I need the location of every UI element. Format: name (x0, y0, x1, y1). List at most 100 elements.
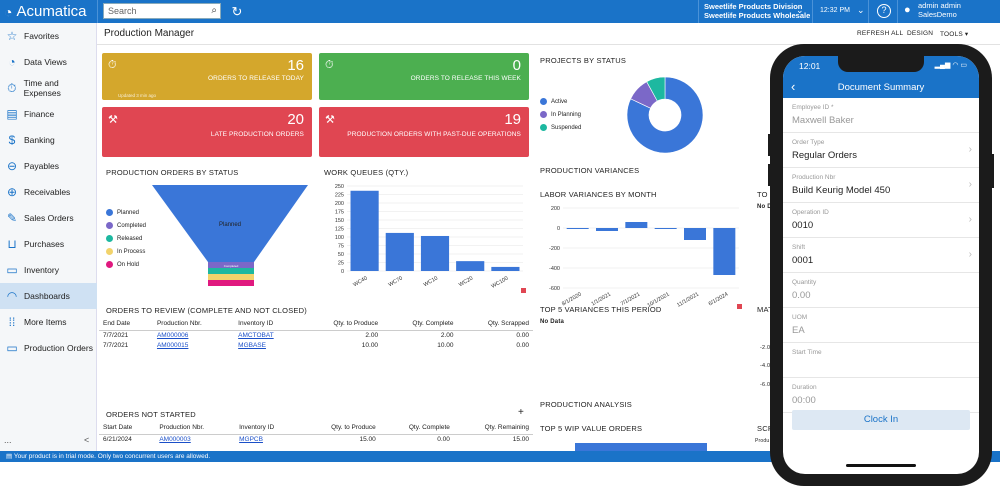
sidebar-item-receivables[interactable]: ⊕ Receivables (0, 179, 97, 205)
column-header[interactable]: Qty. Complete (382, 318, 458, 331)
sidebar-item-dashboards[interactable]: ◠ Dashboards (0, 283, 97, 309)
sidebar-item-payables[interactable]: ⊖ Payables (0, 153, 97, 179)
production-nbr-link[interactable]: AM000003 (159, 435, 191, 443)
collapse-sidebar-icon[interactable]: < (84, 435, 90, 445)
tile-orders-release-today[interactable]: ⏱ 16 ORDERS TO RELEASE TODAY Updated 3 m… (102, 53, 312, 100)
mobile-field-duration[interactable]: Duration 00:00 (783, 378, 979, 413)
legend-item[interactable]: In Planning (540, 108, 581, 121)
time-display[interactable]: 12:32 PM (820, 7, 850, 14)
column-header[interactable]: Qty. Remaining (453, 422, 533, 435)
chevron-down-icon[interactable]: ⌄ (796, 5, 804, 15)
sidebar-item-more-items[interactable]: ⁞⁞ More Items (0, 309, 97, 335)
bar[interactable] (713, 228, 736, 275)
bar[interactable] (491, 266, 520, 271)
bar[interactable] (596, 228, 618, 231)
mobile-field-production-nbr[interactable]: Production Nbr Build Keurig Model 450 › (783, 168, 979, 203)
sidebar-item-production-orders[interactable]: ▭ Production Orders (0, 335, 97, 361)
legend-item[interactable]: Completed (106, 219, 146, 232)
inventory-id-link[interactable]: MGPCB (239, 435, 263, 443)
inventory-id-link[interactable]: AMCTOBAT (238, 331, 274, 339)
funnel-segment-completed[interactable] (208, 262, 254, 268)
tile-late-orders[interactable]: ⚒ 20 LATE PRODUCTION ORDERS (102, 107, 312, 157)
chevron-down-icon[interactable]: ⌄ (857, 5, 865, 15)
search-icon[interactable]: ⌕ (211, 5, 217, 16)
sidebar-item-time-and-expenses[interactable]: ⏱ Time and Expenses (0, 75, 97, 101)
column-header[interactable]: Qty. Scrapped (457, 318, 533, 331)
sidebar-item-sales-orders[interactable]: ✎ Sales Orders (0, 205, 97, 231)
column-header[interactable]: Qty. Complete (379, 422, 454, 435)
funnel-segment-on-hold[interactable] (208, 280, 254, 286)
add-icon[interactable]: + (518, 407, 525, 418)
funnel-segment-released[interactable] (208, 268, 254, 274)
column-header[interactable]: Inventory ID (234, 318, 302, 331)
chart-export-icon[interactable] (737, 304, 742, 309)
mobile-field-quantity[interactable]: Quantity 0.00 (783, 273, 979, 308)
mobile-field-order-type[interactable]: Order Type Regular Orders › (783, 133, 979, 168)
help-icon[interactable]: ? (877, 4, 891, 18)
mobile-field-uom[interactable]: UOM EA (783, 308, 979, 343)
table-row[interactable]: 6/21/2024 AM000003 MGPCB 15.00 0.00 15.0… (99, 434, 533, 444)
column-header[interactable]: Qty. to Produce (301, 318, 383, 331)
bar[interactable] (684, 228, 706, 240)
pie-slice[interactable] (626, 76, 704, 154)
table-row[interactable]: 7/7/2021 AM000015 MGBASE 10.00 10.00 0.0… (99, 340, 533, 350)
table-row[interactable]: 7/7/2021 AM000006 AMCTOBAT 2.00 2.00 0.0… (99, 330, 533, 340)
production-nbr-link[interactable]: AM000006 (156, 331, 189, 339)
design-button[interactable]: DESIGN (907, 30, 934, 37)
chevron-right-icon[interactable]: › (968, 179, 972, 190)
mobile-field-employee-id[interactable]: Employee ID * Maxwell Baker (783, 98, 979, 133)
chevron-right-icon[interactable]: › (968, 249, 972, 260)
legend-item[interactable]: Planned (106, 206, 146, 219)
mobile-field-operation-id[interactable]: Operation ID 0010 › (783, 203, 979, 238)
field-label: Employee ID * (792, 104, 834, 111)
sidebar-item-finance[interactable]: ▤ Finance (0, 101, 97, 127)
user-icon[interactable]: ● (904, 4, 911, 16)
legend-item[interactable]: Released (106, 232, 146, 245)
column-header[interactable]: Start Date (99, 422, 156, 435)
chevron-right-icon[interactable]: › (968, 214, 972, 225)
sidebar-item-favorites[interactable]: ☆ Favorites (0, 23, 97, 49)
history-icon[interactable]: ↻ (231, 4, 243, 19)
column-header[interactable]: Production Nbr. (152, 318, 235, 331)
bar[interactable] (420, 235, 450, 271)
bar[interactable] (385, 232, 414, 271)
legend-item[interactable]: Active (540, 95, 581, 108)
legend-item[interactable]: On Hold (106, 258, 146, 271)
bar[interactable] (654, 228, 677, 229)
acumatica-logo[interactable]: ◔ Acumatica (4, 2, 87, 21)
sidebar-item-purchases[interactable]: ⊔ Purchases (0, 231, 97, 257)
bar[interactable] (350, 190, 379, 271)
wip-bar[interactable] (575, 443, 707, 451)
funnel-segment-in-process[interactable] (208, 274, 254, 280)
column-header[interactable]: Production Nbr. (155, 422, 236, 435)
legend-item[interactable]: In Process (106, 245, 146, 258)
mobile-field-start-time[interactable]: Start Time (783, 343, 979, 378)
sidebar-item-data-views[interactable]: ◔ Data Views (0, 49, 97, 75)
back-icon[interactable]: ‹ (791, 79, 796, 94)
chart-export-icon[interactable] (521, 288, 526, 293)
clock-in-button[interactable]: Clock In (792, 410, 970, 430)
pie-slice[interactable] (646, 76, 666, 102)
bar[interactable] (456, 261, 485, 271)
mobile-field-shift[interactable]: Shift 0001 › (783, 238, 979, 273)
sidebar-item-banking[interactable]: $ Banking (0, 127, 97, 153)
tools-button[interactable]: TOOLS ▾ (940, 31, 969, 38)
column-header[interactable]: Qty. to Produce (300, 422, 380, 435)
tenant-selector[interactable]: Sweetlife Products Division Sweetlife Pr… (704, 2, 810, 20)
column-header[interactable]: End Date (99, 318, 153, 331)
production-nbr-link[interactable]: AM000015 (156, 341, 189, 349)
chevron-right-icon[interactable]: › (968, 144, 972, 155)
more-dots[interactable]: ... (4, 435, 12, 445)
user-menu[interactable]: admin admin SalesDemo (918, 1, 961, 19)
tile-past-due-operations[interactable]: ⚒ 19 PRODUCTION ORDERS WITH PAST-DUE OPE… (319, 107, 529, 157)
inventory-id-link[interactable]: MGBASE (238, 341, 266, 349)
funnel-segment-planned[interactable] (152, 185, 308, 262)
bar[interactable] (625, 222, 648, 228)
refresh-all-button[interactable]: REFRESH ALL (857, 30, 904, 37)
sidebar-item-inventory[interactable]: ▭ Inventory (0, 257, 97, 283)
bar[interactable] (566, 228, 589, 229)
search-input[interactable]: Search ⌕ (103, 3, 221, 19)
column-header[interactable]: Inventory ID (235, 422, 301, 435)
legend-item[interactable]: Suspended (540, 121, 581, 134)
tile-orders-release-week[interactable]: ⏱ 0 ORDERS TO RELEASE THIS WEEK (319, 53, 529, 100)
